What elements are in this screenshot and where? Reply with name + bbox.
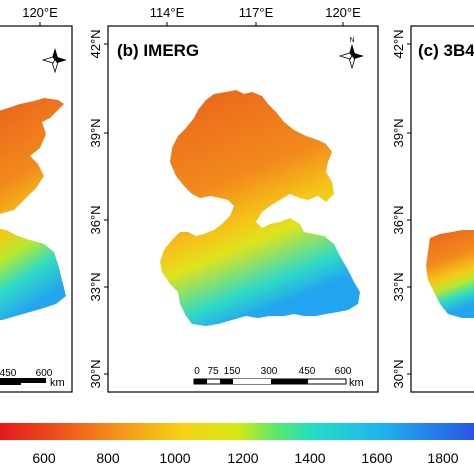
scale-tick-300: 300: [261, 366, 278, 377]
lat-tick-30n: 30°N: [88, 359, 103, 388]
right-lat-tick-30n: 30°N: [391, 359, 406, 388]
panel-left-scale-bar: 450 600 km: [0, 368, 65, 389]
panel-left-scale-tick-450: 450: [0, 368, 17, 379]
scale-unit: km: [349, 377, 364, 389]
scale-tick-450: 450: [299, 366, 316, 377]
right-lat-tick-36n: 36°N: [391, 205, 406, 234]
north-arrow-icon: [41, 48, 67, 74]
colorbar-tick-1600: 1600: [361, 450, 392, 466]
panel-left-scale-unit: km: [50, 377, 65, 389]
panel-right-title: (c) 3B4: [418, 41, 474, 60]
panel-center-map-region: [160, 90, 360, 326]
lat-tick-33n: 33°N: [88, 272, 103, 301]
panel-left-scale-tick-600: 600: [36, 368, 53, 379]
colorbar-tick-600: 600: [32, 450, 56, 466]
panel-left-top-tick-120e: 120°E: [22, 5, 58, 20]
panel-left-map-region: [0, 98, 66, 320]
right-lat-tick-39n: 39°N: [391, 118, 406, 147]
lat-tick-39n: 39°N: [88, 118, 103, 147]
colorbar-tick-1000: 1000: [159, 450, 190, 466]
svg-text:N: N: [349, 37, 354, 44]
scale-tick-150: 150: [224, 366, 241, 377]
colorbar-tick-1200: 1200: [227, 450, 258, 466]
panel-left: 120°E 450 600 km: [0, 5, 73, 393]
top-tick-120e: 120°E: [325, 5, 361, 20]
right-lat-tick-33n: 33°N: [391, 272, 406, 301]
scale-tick-600: 600: [335, 366, 352, 377]
colorbar: 600 800 1000 1200 1400 1600 1800: [0, 423, 474, 466]
north-arrow-icon: N: [338, 37, 364, 70]
top-tick-114e: 114°E: [150, 5, 185, 20]
panel-right-map-region: [426, 230, 474, 318]
scale-tick-75: 75: [207, 366, 219, 377]
panel-center-lat-ticks: 42°N 39°N 36°N 33°N 30°N: [88, 29, 108, 389]
lat-tick-36n: 36°N: [88, 205, 103, 234]
colorbar-tick-1400: 1400: [294, 450, 325, 466]
top-tick-117e: 117°E: [239, 5, 274, 20]
panel-right-lat-ticks: 42°N 39°N 36°N 33°N 30°N: [391, 29, 411, 389]
panel-center-title: (b) IMERG: [117, 41, 199, 60]
panel-center-scale-bar: 0 75 150 300 450 600 km: [193, 366, 364, 389]
right-lat-tick-42n: 42°N: [391, 29, 406, 58]
panel-right-frame: [410, 25, 474, 393]
colorbar-tick-1800: 1800: [427, 450, 458, 466]
lat-tick-42n: 42°N: [88, 29, 103, 58]
colorbar-tick-800: 800: [96, 450, 120, 466]
panel-right: 42°N 39°N 36°N 33°N 30°N (c) 3B4: [391, 25, 474, 393]
colorbar-gradient: [0, 423, 474, 440]
scale-tick-0: 0: [194, 366, 200, 377]
panel-center: 114°E 117°E 120°E 42°N 39°N 36°N 33°N 30…: [88, 5, 379, 393]
panel-center-top-ticks: 114°E 117°E 120°E: [150, 5, 361, 26]
